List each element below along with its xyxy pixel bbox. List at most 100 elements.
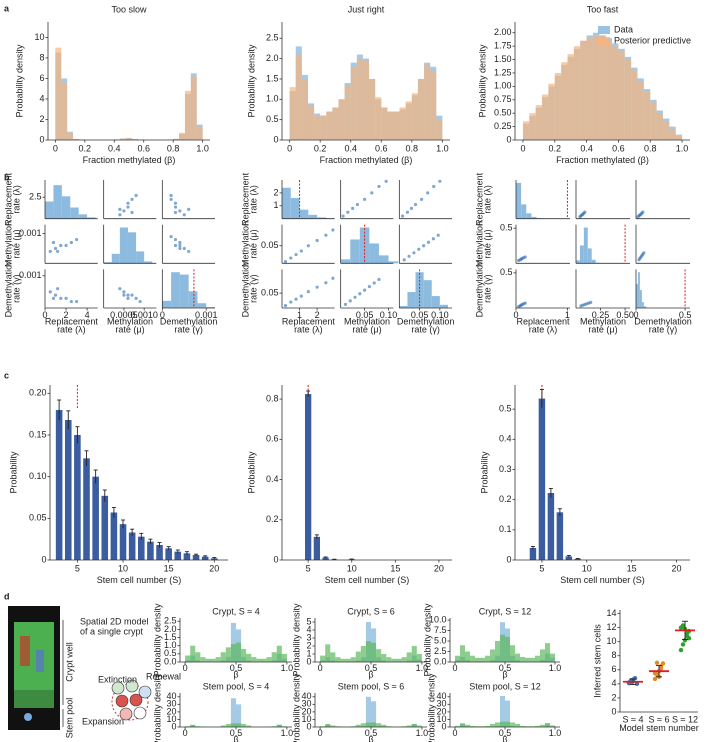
histogram-bar (516, 182, 522, 219)
y-axis-label: Probability (479, 451, 489, 494)
chart-title: Too fast (587, 4, 619, 14)
histogram-bar (381, 654, 387, 662)
histogram-bar (510, 722, 515, 727)
histogram-bar (365, 722, 371, 727)
x-tick-label: 0 (520, 143, 525, 153)
scatter-point (331, 228, 335, 232)
legend-label: Data (614, 24, 633, 34)
scatter-point (75, 299, 79, 304)
y-tick-label: 10 (436, 714, 446, 724)
bar (313, 536, 321, 560)
x-tick-label: 0.5 (365, 663, 378, 673)
y-tick-label: 30 (301, 699, 311, 709)
histogram-bar (548, 83, 555, 140)
histogram-bar (205, 658, 211, 662)
x-tick-label: 0.6 (375, 143, 388, 153)
scatter-point (118, 213, 122, 217)
event-label: Expansion (82, 716, 124, 726)
x-tick-label: 0.05 (356, 310, 374, 320)
histogram-bar (276, 645, 282, 662)
point (652, 676, 658, 682)
legend-swatch (598, 26, 610, 34)
y-tick-label: 0 (273, 134, 278, 144)
y-tick-label: 2.0 (164, 624, 177, 634)
histogram-bar (350, 66, 357, 140)
histogram-bar (171, 272, 180, 308)
scatter-point (641, 210, 645, 214)
y-tick-label: 0 (306, 656, 311, 666)
histogram-bar (299, 209, 309, 219)
histogram-bar (576, 260, 580, 264)
crypt-image (8, 606, 64, 730)
histogram-bar (332, 107, 339, 140)
scatter-point (126, 293, 130, 297)
histogram-bar (320, 115, 327, 140)
x-tick-label: 0 (287, 143, 292, 153)
x-tick-label: S ≈ 4 (623, 714, 644, 724)
histogram-bar (406, 652, 412, 662)
scatter-point (409, 206, 414, 210)
x-tick-label: 0.10 (431, 310, 449, 320)
scatter-point (405, 210, 410, 214)
histogram-bar (314, 115, 321, 140)
scatter-point (436, 233, 440, 237)
histogram-bar (330, 652, 336, 662)
x-tick-label: 0 (160, 310, 165, 320)
histogram-bar (406, 725, 412, 727)
histogram-bar (271, 652, 277, 662)
histogram-bar (119, 227, 128, 264)
bar (547, 493, 555, 560)
scatter-point (130, 197, 134, 201)
scatter-point (169, 193, 173, 198)
x-tick-label: 1.0 (416, 728, 429, 738)
x-tick-label: 0.4 (108, 143, 121, 153)
scatter-point (377, 184, 381, 189)
y-tick-label: 0 (506, 134, 511, 144)
diagram-title: Spatial 2D model (80, 616, 149, 626)
y-tick-label: 0 (273, 554, 278, 564)
y-tick-label: 0.25 (494, 121, 512, 131)
histogram-bar (586, 38, 593, 140)
histogram-bar (195, 652, 201, 662)
point (680, 623, 686, 628)
bar (119, 524, 127, 560)
scatter-point (367, 284, 371, 289)
histogram-bar (599, 35, 606, 141)
y-tick-label: 20 (301, 706, 311, 716)
scatter-point (64, 296, 68, 300)
panel-label: d (4, 591, 10, 601)
y-tick-label: 30 (436, 699, 446, 709)
scatter-point (56, 249, 60, 254)
histogram-bar (485, 725, 490, 727)
y-axis-label: Probability density (422, 603, 432, 677)
histogram-bar (230, 644, 236, 662)
bar (137, 536, 145, 560)
y-tick-label: 30 (166, 699, 176, 709)
histogram-bar (465, 651, 470, 662)
histogram-bar (369, 243, 379, 264)
histogram-bar (220, 725, 226, 727)
scatter-point (134, 193, 138, 198)
y-tick-label: 0.8 (266, 393, 279, 403)
scatter-point (642, 251, 646, 255)
x-axis-label: Methylation (107, 316, 153, 326)
y-axis-label: Probability density (246, 44, 256, 118)
histogram-bar (345, 658, 351, 662)
bar (556, 512, 564, 560)
histogram-bar (592, 35, 600, 141)
histogram-bar (480, 657, 485, 662)
x-tick-label: 0 (42, 310, 47, 320)
scatter-point (422, 244, 426, 248)
y-axis-label: Probability density (426, 673, 436, 742)
histogram-bar (490, 723, 495, 727)
histogram-bar (225, 647, 231, 662)
bar (565, 556, 573, 560)
y-axis-label: rate (λ) (11, 185, 21, 214)
y-axis-label: rate (γ) (11, 274, 21, 303)
x-tick-label: 0 (513, 310, 518, 320)
scatter-point (353, 295, 357, 299)
histogram-bar (521, 204, 527, 219)
x-tick-label: 0.50 (616, 310, 634, 320)
histogram-bar (188, 291, 198, 308)
histogram-bar (371, 701, 377, 727)
